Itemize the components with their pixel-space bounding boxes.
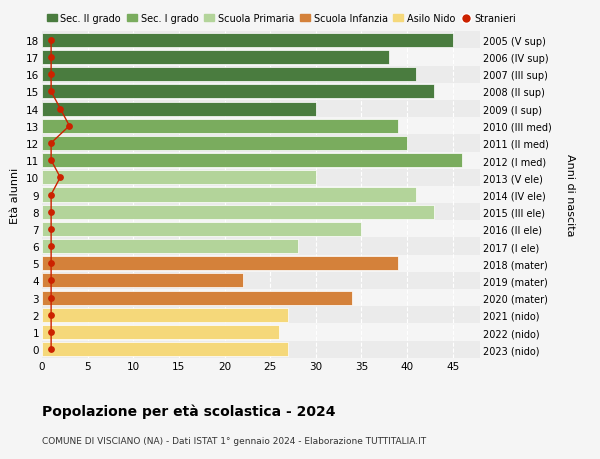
Bar xyxy=(42,85,434,99)
Bar xyxy=(42,204,480,221)
Bar xyxy=(42,291,352,305)
Bar xyxy=(42,68,416,82)
Text: COMUNE DI VISCIANO (NA) - Dati ISTAT 1° gennaio 2024 - Elaborazione TUTTITALIA.I: COMUNE DI VISCIANO (NA) - Dati ISTAT 1° … xyxy=(42,436,426,445)
Bar xyxy=(42,205,434,219)
Point xyxy=(46,294,56,302)
Bar xyxy=(42,135,480,152)
Bar xyxy=(42,257,398,271)
Bar xyxy=(42,308,289,322)
Point xyxy=(46,54,56,62)
Legend: Sec. II grado, Sec. I grado, Scuola Primaria, Scuola Infanzia, Asilo Nido, Stran: Sec. II grado, Sec. I grado, Scuola Prim… xyxy=(47,14,517,24)
Point xyxy=(55,174,65,182)
Point xyxy=(46,71,56,78)
Point xyxy=(55,106,65,113)
Point xyxy=(46,157,56,164)
Bar xyxy=(42,238,480,255)
Bar xyxy=(42,67,480,84)
Point xyxy=(46,140,56,147)
Bar xyxy=(42,222,361,236)
Text: Popolazione per età scolastica - 2024: Popolazione per età scolastica - 2024 xyxy=(42,404,335,419)
Bar xyxy=(42,341,480,358)
Bar xyxy=(42,102,316,116)
Bar xyxy=(42,255,480,272)
Bar xyxy=(42,188,416,202)
Y-axis label: Età alunni: Età alunni xyxy=(10,167,20,223)
Bar xyxy=(42,49,480,67)
Bar xyxy=(42,154,462,168)
Point xyxy=(46,226,56,233)
Bar xyxy=(42,186,480,204)
Point xyxy=(46,89,56,96)
Bar xyxy=(42,342,289,357)
Point xyxy=(46,208,56,216)
Bar xyxy=(42,137,407,151)
Bar xyxy=(42,152,480,169)
Bar xyxy=(42,290,480,307)
Point xyxy=(46,312,56,319)
Point xyxy=(46,191,56,199)
Y-axis label: Anni di nascita: Anni di nascita xyxy=(565,154,575,236)
Bar xyxy=(42,240,298,253)
Bar xyxy=(42,101,480,118)
Point xyxy=(46,260,56,267)
Point xyxy=(46,277,56,285)
Bar xyxy=(42,324,480,341)
Bar xyxy=(42,84,480,101)
Bar xyxy=(42,169,480,186)
Bar xyxy=(42,34,452,48)
Point xyxy=(65,123,74,130)
Bar xyxy=(42,51,389,65)
Bar xyxy=(42,119,398,134)
Point xyxy=(46,37,56,45)
Bar xyxy=(42,171,316,185)
Bar xyxy=(42,221,480,238)
Bar xyxy=(42,274,243,288)
Bar xyxy=(42,307,480,324)
Bar xyxy=(42,325,279,339)
Bar xyxy=(42,118,480,135)
Bar xyxy=(42,32,480,49)
Bar xyxy=(42,272,480,290)
Point xyxy=(46,346,56,353)
Point xyxy=(46,329,56,336)
Point xyxy=(46,243,56,250)
